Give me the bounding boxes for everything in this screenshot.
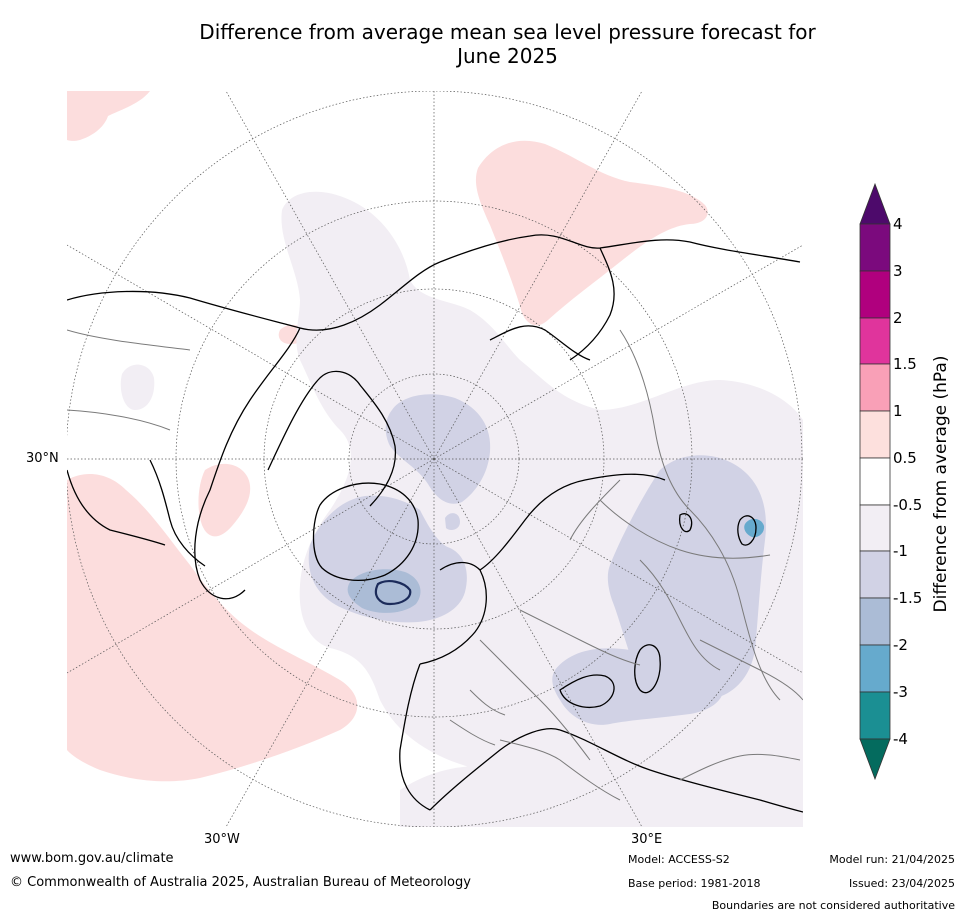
colorbar-tick-label: -2 <box>893 636 908 654</box>
colorbar-bin-neg1-neg1.5 <box>859 550 891 599</box>
region-canada-positive <box>198 463 251 537</box>
colorbar-bin-neutral <box>859 457 891 506</box>
footer-website: www.bom.gov.au/climate <box>10 851 174 866</box>
footer-issued: Issued: 23/04/2025 <box>848 877 955 890</box>
graticule <box>67 91 803 827</box>
region-ne-pacific-positive <box>67 91 150 141</box>
title-line-1: Difference from average mean sea level p… <box>199 20 816 44</box>
colorbar-tick-label: 1 <box>893 402 903 420</box>
colorbar-tick-label: 0.5 <box>893 449 917 467</box>
coastlines <box>67 234 803 813</box>
colorbar-bin-2-3 <box>859 270 891 319</box>
colorbar-tick-label: 1.5 <box>893 355 917 373</box>
colorbar-extend-max <box>859 182 891 225</box>
colorbar-tick-label: 3 <box>893 262 903 280</box>
colorbar-tick-label: -4 <box>893 730 908 748</box>
colorbar-bin-1.5-2 <box>859 317 891 365</box>
lat-label-30n: 30°N <box>26 451 59 466</box>
footer-boundaries-note: Boundaries are not considered authoritat… <box>711 899 955 912</box>
region-siberia-positive <box>475 140 708 326</box>
colorbar-extend-min <box>859 738 891 781</box>
colorbar-tick-label: -0.5 <box>893 496 923 514</box>
colorbar-tick-label: -1.5 <box>893 589 923 607</box>
chart-title: Difference from average mean sea level p… <box>0 20 965 68</box>
lon-label-30w: 30°W <box>204 832 240 847</box>
footer-copyright: © Commonwealth of Australia 2025, Austra… <box>10 875 471 890</box>
colorbar-bin-1-1.5 <box>859 363 891 412</box>
colorbar-bin-neg3-neg4 <box>859 691 891 740</box>
region-arctic-negative <box>385 394 491 504</box>
colorbar-bin-neg2-neg3 <box>859 644 891 693</box>
colorbar-tick-label: 2 <box>893 309 903 327</box>
region-se-europe-negative-weak <box>400 766 570 827</box>
title-line-2: June 2025 <box>457 44 558 68</box>
footer-base-period: Base period: 1981-2018 <box>628 877 761 890</box>
colorbar-bin-neg0.5-neg1 <box>859 504 891 552</box>
footer-model-run: Model run: 21/04/2025 <box>829 853 955 866</box>
region-small-arctic-negative <box>445 513 460 530</box>
colorbar-bin-3-4 <box>859 223 891 272</box>
lon-label-30e: 30°E <box>631 832 663 847</box>
colorbar-bin-0.5-1 <box>859 410 891 459</box>
region-balkhash-strong-negative <box>744 518 765 538</box>
footer-model: Model: ACCESS-S2 <box>628 853 730 866</box>
colorbar-tick-label: 4 <box>893 215 903 233</box>
region-atlantic-contour <box>374 580 412 606</box>
colorbar-bin-neg1.5-neg2 <box>859 597 891 646</box>
region-central-asia-negative <box>607 455 766 700</box>
country-boundaries <box>67 329 803 801</box>
region-nw-atlantic-positive <box>67 474 358 782</box>
colorbar-tick-label: -1 <box>893 542 908 560</box>
colorbar-tick-label: -3 <box>893 683 908 701</box>
colorbar-title: Difference from average (hPa) <box>931 355 951 613</box>
map-panel <box>67 91 803 827</box>
region-pacific-small-negative <box>120 364 155 410</box>
colorbar <box>859 182 891 781</box>
